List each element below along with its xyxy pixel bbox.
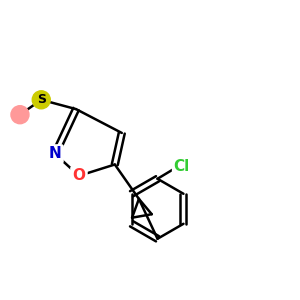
Circle shape — [11, 106, 29, 124]
Text: Cl: Cl — [173, 159, 190, 174]
Text: N: N — [49, 146, 62, 161]
Text: S: S — [37, 93, 46, 106]
Circle shape — [32, 91, 50, 109]
Text: O: O — [72, 168, 86, 183]
